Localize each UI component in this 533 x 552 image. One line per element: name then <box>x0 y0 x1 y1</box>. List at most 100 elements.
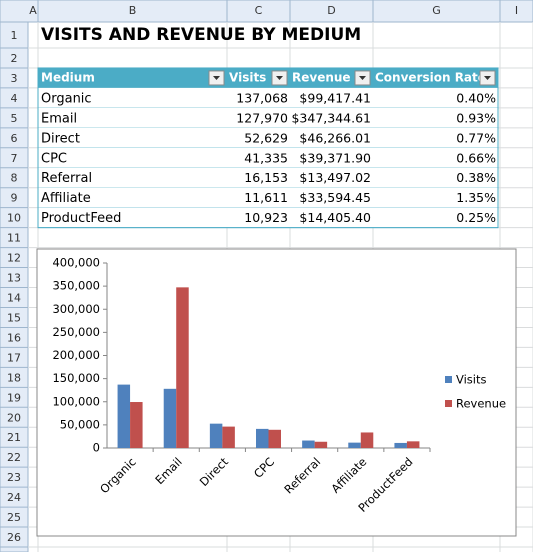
table-header-cell: Medium <box>41 70 95 84</box>
column-header[interactable]: I <box>515 4 518 17</box>
row-header[interactable]: 4 <box>11 92 18 105</box>
row-header[interactable]: 15 <box>7 311 21 324</box>
table-cell[interactable]: 0.25% <box>456 210 496 225</box>
column-header[interactable]: A <box>29 4 37 17</box>
row-header[interactable]: 14 <box>7 292 21 305</box>
row-header[interactable]: 10 <box>7 212 21 225</box>
y-tick-label: 200,000 <box>52 348 100 362</box>
bar <box>348 442 361 448</box>
row-header[interactable]: 19 <box>7 391 21 404</box>
table-cell[interactable]: $33,594.45 <box>299 190 371 205</box>
table-cell[interactable]: $46,266.01 <box>299 130 371 145</box>
table-row-fill <box>38 87 498 108</box>
table-cell[interactable]: $14,405.40 <box>299 210 371 225</box>
bar <box>256 428 269 448</box>
bar <box>406 441 420 448</box>
table-cell[interactable]: 41,335 <box>244 150 288 165</box>
column-header[interactable]: D <box>327 4 335 17</box>
table-cell[interactable]: ProductFeed <box>41 211 121 226</box>
row-header[interactable]: 25 <box>7 511 21 524</box>
table-row-fill <box>38 167 498 188</box>
row-header[interactable]: 8 <box>11 172 18 185</box>
row-header[interactable]: 7 <box>11 152 18 165</box>
table-cell[interactable]: 0.93% <box>456 110 496 125</box>
row-header[interactable]: 5 <box>11 112 18 125</box>
row-header[interactable]: 9 <box>11 192 18 205</box>
table-cell[interactable]: $13,497.02 <box>299 170 371 185</box>
row-header[interactable]: 2 <box>11 52 18 65</box>
row-header[interactable]: 22 <box>7 451 21 464</box>
table-cell[interactable]: $347,344.61 <box>291 110 371 125</box>
bar <box>222 426 235 448</box>
bar <box>302 440 315 448</box>
table-cell[interactable]: 0.38% <box>456 170 496 185</box>
filter-arrow <box>213 75 220 80</box>
table-cell[interactable]: 127,970 <box>236 110 288 125</box>
filter-arrow <box>484 75 491 80</box>
table-row-fill <box>38 207 498 228</box>
column-header-bar <box>0 0 533 23</box>
y-tick-label: 350,000 <box>52 279 100 293</box>
bar <box>394 442 407 448</box>
row-header[interactable]: 13 <box>7 272 21 285</box>
bar <box>209 423 223 448</box>
table-row-fill <box>38 127 498 148</box>
table-cell[interactable]: 16,153 <box>244 170 288 185</box>
bar <box>117 384 131 448</box>
row-header[interactable]: 18 <box>7 371 21 384</box>
table-cell[interactable]: Referral <box>41 171 92 186</box>
row-header[interactable]: 21 <box>7 431 21 444</box>
filter-arrow <box>276 75 283 80</box>
row-header[interactable]: 11 <box>7 232 21 245</box>
row-header[interactable]: 24 <box>7 491 21 504</box>
column-header[interactable]: B <box>129 4 137 17</box>
column-header[interactable]: C <box>255 4 263 17</box>
legend-label: Visits <box>456 373 487 387</box>
table-cell[interactable]: 10,923 <box>244 210 288 225</box>
row-header-bar <box>0 21 29 552</box>
bar <box>176 287 189 448</box>
table-cell[interactable]: 11,611 <box>244 190 288 205</box>
table-cell[interactable]: 0.40% <box>456 90 496 105</box>
row-header[interactable]: 3 <box>11 72 18 85</box>
table-cell[interactable]: $39,371.90 <box>299 150 371 165</box>
table-header-cell: Visits <box>229 70 266 84</box>
table-cell[interactable]: Email <box>41 111 77 126</box>
y-tick-label: 300,000 <box>52 302 100 316</box>
row-header[interactable]: 17 <box>7 351 21 364</box>
bar <box>268 429 281 448</box>
bar <box>130 402 143 448</box>
table-header-cell: Revenue <box>292 70 351 84</box>
table-cell[interactable]: CPC <box>41 151 67 166</box>
row-header[interactable]: 6 <box>11 132 18 145</box>
y-tick-label: 250,000 <box>52 325 100 339</box>
row-header[interactable]: 26 <box>7 531 21 544</box>
table-row-fill <box>38 187 498 208</box>
sheet-title: VISITS AND REVENUE BY MEDIUM <box>41 25 361 45</box>
column-header[interactable]: G <box>432 4 441 17</box>
table-cell[interactable]: Direct <box>41 131 80 146</box>
chart-area <box>36 248 517 537</box>
bar <box>163 388 177 448</box>
table-cell[interactable]: 1.35% <box>456 190 496 205</box>
table-cell[interactable]: Organic <box>41 91 92 106</box>
table-cell[interactable]: 137,068 <box>236 90 288 105</box>
table-border <box>37 67 499 229</box>
table-cell[interactable]: 0.77% <box>456 130 496 145</box>
y-tick-label: 400,000 <box>52 256 100 270</box>
row-header[interactable]: 1 <box>11 29 18 42</box>
table-cell[interactable]: Affiliate <box>41 191 91 206</box>
row-header[interactable]: 12 <box>7 252 21 265</box>
table-cell[interactable]: 0.66% <box>456 150 496 165</box>
y-tick-label: 50,000 <box>60 417 100 431</box>
row-header[interactable]: 16 <box>7 331 21 344</box>
row-header[interactable]: 20 <box>7 411 21 424</box>
table-cell[interactable]: 52,629 <box>244 130 288 145</box>
table-cell[interactable]: $99,417.41 <box>299 90 371 105</box>
row-header[interactable]: 23 <box>7 471 21 484</box>
y-tick-label: 100,000 <box>52 394 100 408</box>
table-row-fill <box>38 107 498 128</box>
bar <box>314 441 328 448</box>
y-tick-label: 0 <box>93 441 100 455</box>
